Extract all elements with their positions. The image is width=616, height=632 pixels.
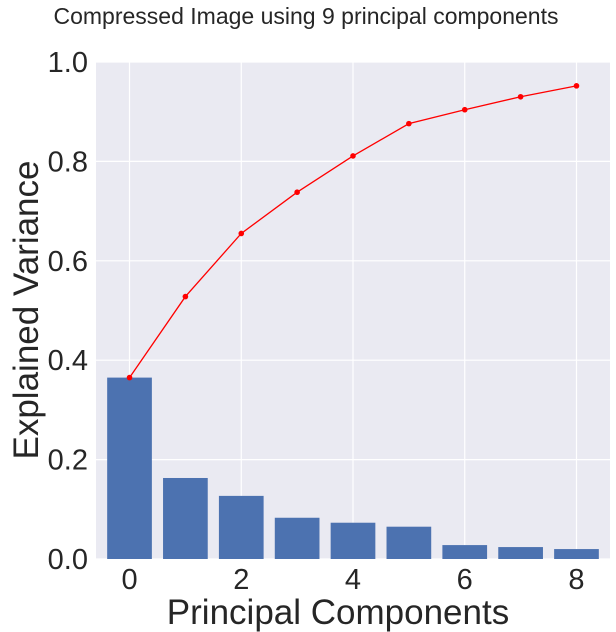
y-axis-label: Explained Variance bbox=[7, 161, 46, 460]
bar bbox=[498, 547, 543, 559]
y-tick-label: 0.8 bbox=[48, 146, 88, 178]
line-point bbox=[238, 230, 245, 237]
chart-title: Compressed Image using 9 principal compo… bbox=[54, 3, 559, 29]
y-tick-label: 1.0 bbox=[48, 47, 88, 79]
line-point bbox=[294, 189, 300, 196]
y-tick-label: 0.6 bbox=[48, 246, 88, 278]
bar bbox=[442, 545, 488, 559]
line-point bbox=[461, 106, 468, 113]
cumulative-line-series bbox=[126, 83, 580, 381]
x-tick-labels: 0 2 4 6 8 bbox=[121, 564, 584, 596]
bar bbox=[274, 517, 320, 559]
y-tick-labels: 0.0 0.2 0.4 0.6 0.8 1.0 bbox=[48, 47, 88, 576]
bar bbox=[386, 526, 432, 559]
x-tick-label: 2 bbox=[233, 564, 249, 596]
bar bbox=[107, 377, 152, 559]
bar-series bbox=[107, 377, 599, 559]
x-tick-label: 8 bbox=[568, 564, 584, 596]
x-tick-label: 6 bbox=[457, 564, 473, 596]
y-tick-label: 0.2 bbox=[48, 445, 88, 477]
bar bbox=[163, 477, 208, 559]
x-axis-label: Principal Components bbox=[167, 593, 509, 632]
y-tick-label: 0.4 bbox=[48, 345, 88, 377]
grid-lines bbox=[96, 61, 610, 560]
bar bbox=[554, 549, 599, 559]
bar bbox=[218, 495, 264, 559]
line-point bbox=[350, 153, 356, 159]
line-point bbox=[573, 83, 580, 89]
bar bbox=[330, 522, 376, 559]
line-point bbox=[406, 120, 412, 127]
line-point bbox=[517, 93, 524, 100]
x-tick-label: 0 bbox=[121, 564, 137, 596]
line-point bbox=[182, 293, 189, 300]
x-tick-label: 4 bbox=[345, 564, 361, 596]
line-point bbox=[126, 374, 133, 381]
y-tick-label: 0.0 bbox=[48, 544, 88, 576]
